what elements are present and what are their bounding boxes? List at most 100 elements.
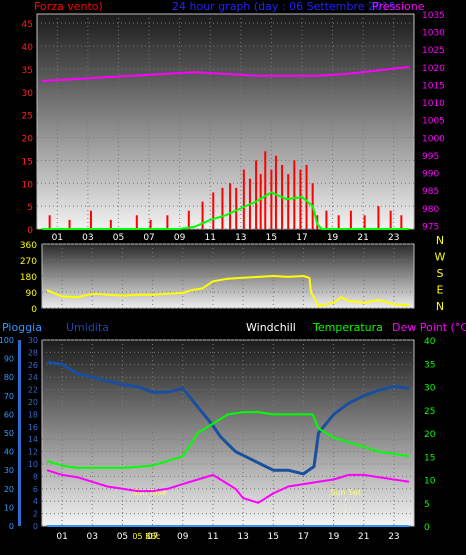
p3-umidita-tick-label: 14 bbox=[28, 435, 38, 444]
p1-x-tick-label: 23 bbox=[388, 233, 399, 243]
pioggia-axis-bar bbox=[18, 340, 21, 526]
p3-pioggia-tick-label: 60 bbox=[4, 410, 14, 419]
p1-right-tick-label: 1010 bbox=[422, 99, 445, 109]
panel2-plot-area bbox=[41, 243, 415, 309]
p3-pioggia-tick-label: 40 bbox=[4, 448, 14, 457]
p1-left-tick-label: 25 bbox=[22, 112, 33, 122]
panel1-plot-area bbox=[36, 13, 415, 230]
p3-x-tick-label: 13 bbox=[237, 532, 248, 542]
p3-x-tick-label: 07 bbox=[147, 532, 158, 542]
p1-x-tick-label: 17 bbox=[296, 233, 307, 243]
p1-x-tick-label: 21 bbox=[357, 233, 368, 243]
legend-dewpoint: Dew Point (°C) bbox=[392, 321, 466, 334]
p3-pioggia-tick-label: 30 bbox=[4, 466, 14, 475]
p1-left-tick-label: 35 bbox=[22, 66, 33, 76]
p1-right-tick-label: 1000 bbox=[422, 134, 445, 144]
p1-right-tick-label: 1025 bbox=[422, 46, 445, 56]
panel3-grid bbox=[42, 339, 414, 527]
p3-pioggia-tick-label: 90 bbox=[4, 355, 14, 364]
p1-right-tick-label: 975 bbox=[422, 222, 439, 232]
p3-x-tick-label: 23 bbox=[388, 532, 399, 542]
p3-x-tick-label: 05 bbox=[117, 532, 128, 542]
p1-x-tick-label: 11 bbox=[204, 233, 215, 243]
p2-compass-label: N bbox=[436, 300, 444, 313]
p3-series-umidita bbox=[46, 360, 410, 476]
p3-x-tick-label: 03 bbox=[87, 532, 98, 542]
p2-y-tick-label: 270 bbox=[20, 257, 37, 267]
p1-x-tick-label: 13 bbox=[235, 233, 246, 243]
p1-left-tick-label: 45 bbox=[22, 20, 33, 30]
p1-series-pressione bbox=[41, 65, 410, 82]
p1-x-tick-label: 01 bbox=[52, 233, 63, 243]
panel1-grid bbox=[37, 14, 414, 230]
p1-right-tick-label: 1035 bbox=[422, 11, 445, 21]
p1-left-tick-label: 0 bbox=[27, 226, 33, 236]
p3-right-tick-label: 10 bbox=[424, 477, 436, 487]
p2-y-tick-label: 90 bbox=[26, 289, 38, 299]
p3-right-tick-label: 35 bbox=[424, 360, 435, 370]
p3-x-tick-label: 17 bbox=[298, 532, 309, 542]
p3-right-tick-label: 0 bbox=[424, 523, 430, 533]
p3-umidita-tick-label: 26 bbox=[28, 361, 38, 370]
p1-right-tick-label: 985 bbox=[422, 187, 439, 197]
p2-y-tick-label: 0 bbox=[31, 305, 37, 315]
p3-right-tick-label: 20 bbox=[424, 430, 436, 440]
p3-annotation-label: Sun Rise bbox=[132, 488, 167, 497]
p1-right-tick-label: 980 bbox=[422, 205, 439, 215]
p3-umidita-tick-label: 18 bbox=[28, 410, 38, 419]
p3-pioggia-tick-label: 100 bbox=[0, 336, 14, 345]
p1-x-tick-label: 05 bbox=[113, 233, 124, 243]
p3-right-tick-label: 30 bbox=[424, 384, 436, 394]
legend-umidita: Umidita bbox=[66, 321, 109, 334]
p1-series-wind-avg bbox=[42, 191, 409, 230]
panel3-plot-area bbox=[41, 339, 415, 527]
p3-pioggia-tick-label: 80 bbox=[4, 373, 14, 382]
p3-umidita-tick-label: 12 bbox=[28, 448, 38, 457]
p3-umidita-tick-label: 2 bbox=[33, 510, 38, 519]
p3-x-tick-label: 15 bbox=[268, 532, 279, 542]
panel3-ticks: 0102030405060708090100024681012141618202… bbox=[0, 336, 436, 542]
p3-umidita-tick-label: 28 bbox=[28, 348, 38, 357]
p3-x-tick-label: 19 bbox=[328, 532, 340, 542]
p3-umidita-tick-label: 6 bbox=[33, 485, 38, 494]
panel2-ticks: 0 90 180 270 360 bbox=[20, 241, 37, 315]
p3-umidita-tick-label: 22 bbox=[28, 386, 38, 395]
p3-right-tick-label: 5 bbox=[424, 500, 430, 510]
panel2-marks bbox=[46, 275, 410, 308]
p3-annotation-label: Sun Set bbox=[330, 488, 361, 497]
panel1-right-axis-label: Pressione bbox=[372, 0, 425, 13]
p3-umidita-tick-label: 10 bbox=[28, 460, 38, 469]
p1-left-tick-label: 15 bbox=[22, 157, 33, 167]
legend-pioggia: Pioggia bbox=[2, 321, 42, 334]
p3-x-tick-label: 11 bbox=[207, 532, 218, 542]
p3-x-tick-label: 09 bbox=[177, 532, 189, 542]
p1-left-tick-label: 10 bbox=[22, 180, 34, 190]
p3-pioggia-tick-label: 10 bbox=[4, 503, 14, 512]
p2-compass-label: E bbox=[437, 284, 444, 297]
p1-x-tick-label: 15 bbox=[266, 233, 277, 243]
p1-left-tick-label: 5 bbox=[27, 203, 33, 213]
p1-right-tick-label: 1015 bbox=[422, 81, 445, 91]
legend-windchill: Windchill bbox=[246, 321, 296, 334]
p1-x-tick-label: 19 bbox=[327, 233, 339, 243]
panel1-marks bbox=[41, 65, 410, 230]
p2-y-tick-label: 360 bbox=[20, 241, 37, 251]
p2-compass-label: W bbox=[435, 251, 446, 264]
p1-x-tick-label: 09 bbox=[174, 233, 186, 243]
p2-compass-label: S bbox=[437, 267, 444, 280]
p3-umidita-tick-label: 16 bbox=[28, 423, 38, 432]
p1-right-tick-label: 1005 bbox=[422, 117, 445, 127]
p3-pioggia-tick-label: 50 bbox=[4, 429, 14, 438]
p3-umidita-tick-label: 30 bbox=[28, 336, 38, 345]
p3-pioggia-tick-label: 0 bbox=[9, 522, 14, 531]
p3-pioggia-tick-label: 20 bbox=[4, 485, 14, 494]
panel3-marks: Sun Rise Sun Set bbox=[46, 360, 410, 527]
panel1-title: 24 hour graph (day : 06 Settembre 2015 bbox=[172, 0, 396, 13]
p1-left-tick-label: 20 bbox=[22, 135, 34, 145]
p3-series-dew-point-c- bbox=[46, 469, 410, 504]
p2-y-tick-label: 180 bbox=[20, 273, 37, 283]
p1-right-tick-label: 1030 bbox=[422, 29, 445, 39]
p3-umidita-tick-label: 0 bbox=[33, 522, 38, 531]
